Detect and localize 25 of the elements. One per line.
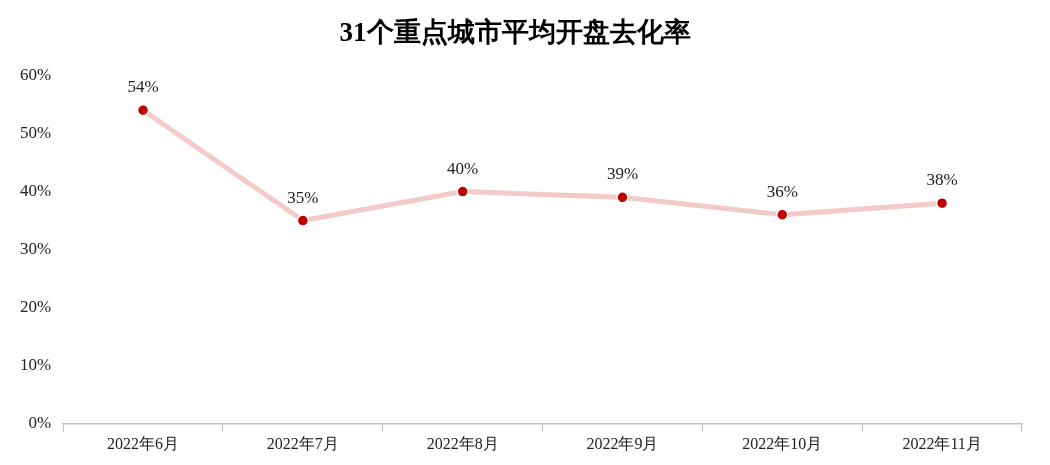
point	[296, 214, 310, 227]
data-label: 40%	[447, 158, 479, 178]
point	[935, 196, 949, 210]
point	[136, 103, 150, 117]
y-tick-label: 30%	[19, 239, 52, 259]
y-tick-label: 40%	[19, 181, 52, 200]
data-label: 54%	[127, 77, 159, 97]
y-tick-label: 60%	[19, 64, 52, 84]
y-tick-label: 0%	[28, 413, 52, 433]
x-tick-label: 2022年7月	[266, 434, 339, 452]
data-label: 39%	[606, 164, 639, 184]
x-tick-label: 2022年8月	[426, 434, 499, 452]
x-tick-label: 2022年11月	[902, 434, 982, 452]
data-label: 36%	[766, 181, 798, 201]
chart-title: 31个重点城市平均开盘去化率	[339, 17, 691, 48]
y-tick-label: 20%	[19, 297, 52, 317]
y-tick-label: 50%	[19, 122, 52, 142]
data-label: 35%	[287, 187, 319, 207]
y-tick-label: 10%	[19, 355, 52, 375]
point	[456, 185, 469, 198]
point	[776, 208, 789, 222]
x-tick-label: 2022年6月	[107, 434, 180, 452]
data-label: 38%	[926, 170, 958, 190]
x-tick-label: 2022年9月	[586, 434, 659, 452]
x-tick-label: 2022年10月	[742, 434, 823, 452]
